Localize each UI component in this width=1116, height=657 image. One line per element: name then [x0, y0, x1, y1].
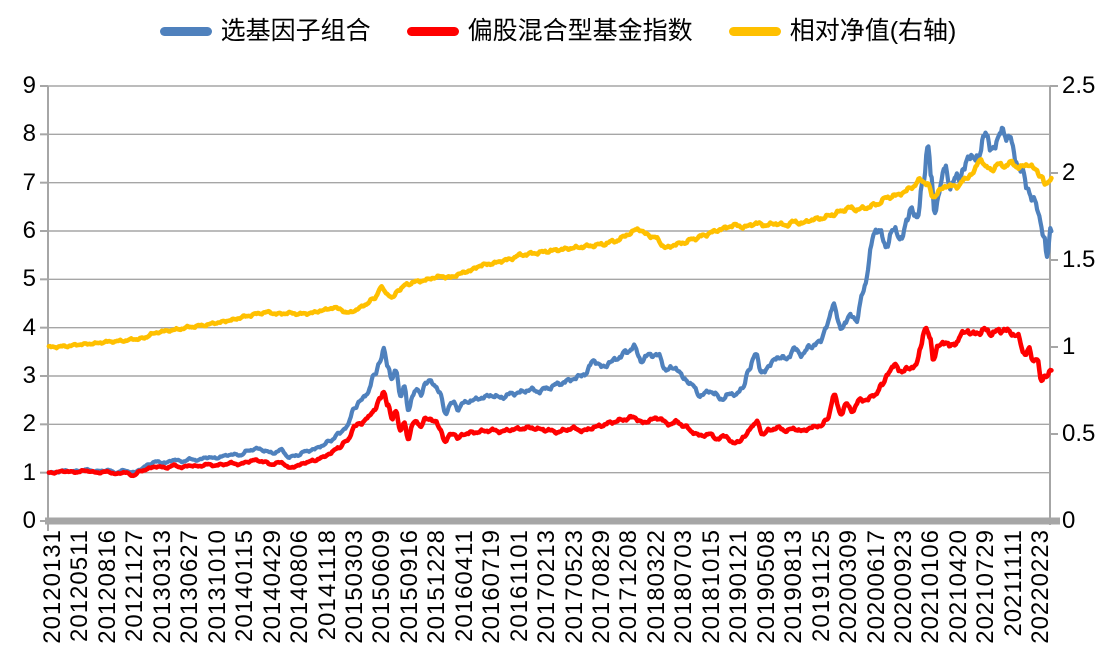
legend-label: 相对净值(右轴) [789, 17, 957, 45]
x-axis-tick-label: 20191125 [807, 529, 835, 642]
legend-item-1: 偏股混合型基金指数 [406, 16, 693, 46]
x-axis-tick-label: 20151228 [423, 529, 451, 644]
legend-item-0: 选基因子组合 [159, 16, 371, 46]
left-axis-tick-label: 6 [22, 217, 36, 244]
x-axis-tick-label: 20131010 [203, 529, 231, 644]
x-axis-tick-label: 20170213 [533, 529, 561, 644]
x-axis-tick-label: 20210106 [917, 529, 945, 644]
left-axis-tick-label: 0 [22, 507, 36, 534]
left-axis-tick-label: 4 [22, 313, 36, 341]
right-axis-tick-label: 1 [1062, 333, 1076, 360]
x-axis-tick-label: 20150916 [395, 529, 423, 644]
x-axis-tick-label: 20200923 [889, 529, 917, 644]
series-line-equity-hybrid-fund-index [46, 325, 1054, 479]
left-axis-tick-label: 5 [22, 265, 36, 293]
x-axis-tick-label: 20160719 [478, 529, 506, 644]
legend-line-marker-icon [406, 26, 459, 36]
x-axis-tick-label: 20170829 [588, 529, 615, 644]
legend-item-2: 相对净值(右轴) [728, 16, 957, 46]
x-axis-tick-label: 20121127 [121, 529, 149, 642]
x-axis-tick-label: 20180322 [642, 529, 670, 644]
x-axis-tick-label: 20141118 [313, 529, 341, 641]
right-axis-tick-label: 1.5 [1062, 246, 1096, 273]
x-axis-tick-label: 20150609 [368, 529, 396, 644]
x-axis-tick-label: 20140806 [286, 529, 314, 644]
legend-line-marker-icon [159, 26, 212, 36]
x-axis-tick-label: 20120131 [39, 529, 66, 644]
x-axis-tick-label: 20190508 [752, 529, 780, 644]
left-axis-tick-label: 7 [22, 168, 36, 196]
x-axis-tick-label: 20200309 [835, 529, 863, 644]
legend-label: 选基因子组合 [220, 17, 371, 45]
x-axis-tick-label: 20161101 [505, 529, 533, 642]
x-axis-tick-label: 20220223 [1027, 529, 1055, 644]
x-axis-tick-label: 20190813 [780, 529, 808, 644]
x-axis-tick-label: 20190121 [725, 529, 753, 644]
chart-legend: 选基因子组合 偏股混合型基金指数 相对净值(右轴) [0, 14, 1116, 48]
left-axis-tick-label: 8 [22, 120, 36, 148]
x-axis-tick-label: 20120511 [66, 529, 94, 642]
left-axis-tick-label: 9 [22, 72, 36, 99]
right-axis-tick-label: 0.5 [1062, 420, 1096, 447]
x-axis-tick-label: 20210420 [944, 529, 972, 644]
left-axis-tick-label: 3 [22, 362, 36, 389]
x-axis-tick-label: 20200617 [862, 529, 890, 644]
x-axis-tick-label: 20130313 [148, 529, 176, 644]
x-axis-tick-label: 20181015 [697, 529, 725, 644]
x-axis-tick-label: 20140429 [258, 529, 286, 644]
x-axis-tick-label: 20140115 [231, 529, 259, 642]
right-axis-tick-label: 2 [1062, 159, 1076, 186]
x-axis-tick-label: 20211111 [999, 529, 1027, 637]
x-axis-tick-label: 20210729 [972, 529, 1000, 644]
x-axis-tick-label: 20130627 [176, 529, 204, 644]
series-line-fund-selection-portfolio [46, 125, 1054, 476]
x-axis-tick-label: 20170523 [560, 529, 588, 644]
left-axis-tick-label: 1 [22, 458, 36, 486]
legend-label: 偏股混合型基金指数 [467, 17, 693, 45]
x-axis-line [45, 517, 1060, 525]
series-line-relative-nav [46, 157, 1054, 351]
x-axis-tick-label: 20160411 [450, 529, 478, 642]
left-axis-tick-label: 2 [22, 410, 36, 438]
x-axis-tick-label: 20171208 [615, 529, 643, 644]
x-axis-tick-label: 20120816 [93, 529, 121, 644]
right-axis-tick-label: 2.5 [1062, 72, 1096, 99]
legend-line-marker-icon [728, 26, 781, 36]
x-axis-tick-label: 20150303 [340, 529, 368, 644]
x-axis-tick-label: 20180703 [670, 529, 698, 644]
right-axis-tick-label: 0 [1062, 507, 1076, 534]
